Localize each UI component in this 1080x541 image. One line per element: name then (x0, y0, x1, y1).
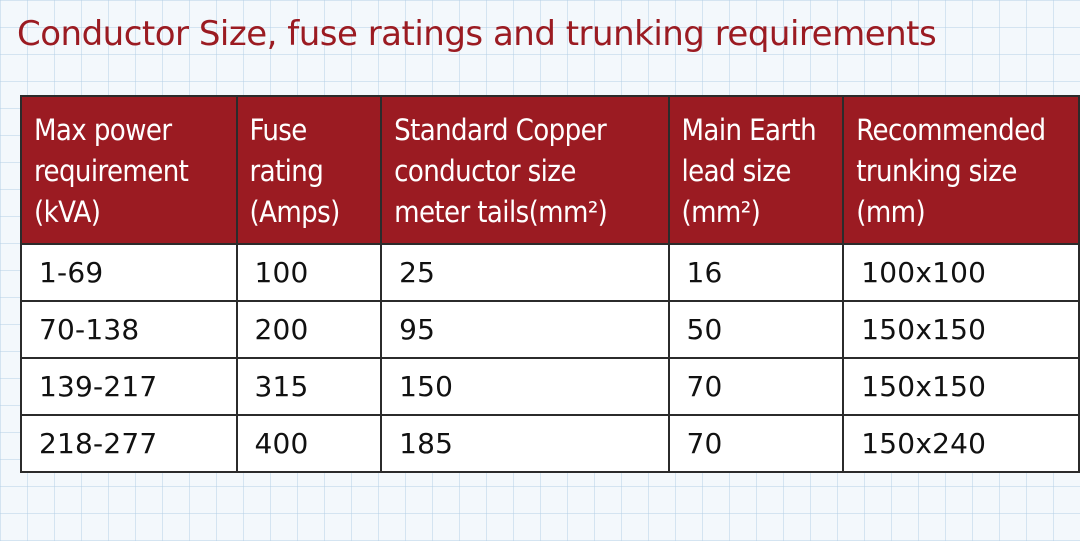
table-cell: 139-217 (20, 357, 238, 416)
table-cell: 150x240 (842, 414, 1080, 473)
table-row: 70-138 200 95 50 150x150 (20, 300, 1080, 359)
table-cell: 16 (667, 243, 845, 302)
table-cell: 70-138 (20, 300, 238, 359)
page-title: Conductor Size, fuse ratings and trunkin… (17, 14, 937, 54)
header-line: Max power (34, 112, 172, 147)
table-cell: 150x150 (842, 300, 1080, 359)
header-line: Main Earth (681, 112, 817, 147)
table-cell: 25 (380, 243, 670, 302)
table-row: 139-217 315 150 70 150x150 (20, 357, 1080, 416)
table-cell: 150x150 (842, 357, 1080, 416)
header-line: meter tails(mm²) (394, 194, 608, 229)
header-line: requirement (34, 153, 189, 188)
table-cell: 100x100 (842, 243, 1080, 302)
table-cell: 200 (235, 300, 383, 359)
header-line: Standard Copper (394, 112, 607, 147)
header-line: rating (249, 153, 324, 188)
header-earth-lead-size: Main Earth lead size (mm²) (667, 95, 845, 245)
header-max-power: Max power requirement (kVA) (20, 95, 238, 245)
header-line: conductor size (394, 153, 576, 188)
header-line: (mm) (856, 194, 926, 229)
header-line: (mm²) (681, 194, 761, 229)
header-line: (Amps) (249, 194, 341, 229)
header-line: Recommended (856, 112, 1046, 147)
table-cell: 95 (380, 300, 670, 359)
table-row: 218-277 400 185 70 150x240 (20, 414, 1080, 473)
conductor-spec-table: Max power requirement (kVA) Fuse rating … (20, 95, 1080, 473)
table-cell: 218-277 (20, 414, 238, 473)
table-cell: 1-69 (20, 243, 238, 302)
table-header-row: Max power requirement (kVA) Fuse rating … (20, 95, 1080, 245)
header-line: (kVA) (34, 194, 101, 229)
header-line: Fuse (249, 112, 308, 147)
table-cell: 50 (667, 300, 845, 359)
table-cell: 400 (235, 414, 383, 473)
table-cell: 150 (380, 357, 670, 416)
header-trunking-size: Recommended trunking size (mm) (842, 95, 1080, 245)
header-fuse-rating: Fuse rating (Amps) (235, 95, 383, 245)
header-line: trunking size (856, 153, 1017, 188)
table-row: 1-69 100 25 16 100x100 (20, 243, 1080, 302)
table-cell: 100 (235, 243, 383, 302)
table-cell: 70 (667, 414, 845, 473)
table-cell: 70 (667, 357, 845, 416)
table-cell: 185 (380, 414, 670, 473)
header-conductor-size: Standard Copper conductor size meter tai… (380, 95, 670, 245)
table-cell: 315 (235, 357, 383, 416)
header-line: lead size (681, 153, 792, 188)
